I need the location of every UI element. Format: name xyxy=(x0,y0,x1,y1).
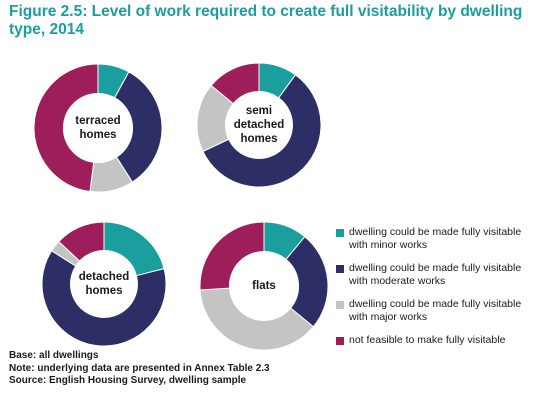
donut-segment-flats-not-feasible xyxy=(199,221,265,291)
donut-segment-semi-detached-moderate-works xyxy=(202,74,322,188)
donut-chart-flats xyxy=(199,221,329,351)
legend-label-moderate-works: dwelling could be made fully visitable w… xyxy=(349,262,522,287)
donut-segment-detached-minor-works xyxy=(103,221,165,277)
donut-segment-terraced-not-feasible xyxy=(33,63,99,193)
donut-chart-terraced xyxy=(33,63,163,193)
legend-label-not-feasible: not feasible to make fully visitable xyxy=(349,334,506,346)
note-base: Base: all dwellings xyxy=(9,350,99,361)
donut-segment-detached-moderate-works xyxy=(41,250,167,347)
donut-chart-detached xyxy=(41,221,167,347)
donut-segment-flats-major-works xyxy=(199,287,315,351)
legend-item-not-feasible: not feasible to make fully visitable xyxy=(336,334,536,347)
legend-swatch-major-works xyxy=(336,301,344,309)
legend-label-minor-works: dwelling could be made fully visitable w… xyxy=(349,226,522,251)
donut-segment-semi-detached-not-feasible xyxy=(210,62,260,105)
legend-item-moderate-works: dwelling could be made fully visitable w… xyxy=(336,262,536,288)
donut-chart-semi-detached xyxy=(196,62,322,188)
donut-label-semi-detached: semi detached homes xyxy=(233,105,285,145)
legend-swatch-moderate-works xyxy=(336,265,344,273)
legend-item-major-works: dwelling could be made fully visitable w… xyxy=(336,298,536,324)
figure-notes: Base: all dwellings Note: underlying dat… xyxy=(9,350,270,388)
note-source: Source: English Housing Survey, dwelling… xyxy=(9,375,247,386)
figure-title: Figure 2.5: Level of work required to cr… xyxy=(9,3,523,38)
donut-label-detached: detached homes xyxy=(78,271,130,297)
note-underlying-data: Note: underlying data are presented in A… xyxy=(9,362,270,374)
legend-swatch-minor-works xyxy=(336,229,344,237)
legend: dwelling could be made fully visitable w… xyxy=(336,226,536,357)
donut-segment-terraced-moderate-works xyxy=(113,71,163,183)
legend-label-major-works: dwelling could be made fully visitable w… xyxy=(349,298,522,323)
donut-segment-detached-not-feasible xyxy=(58,221,105,262)
donut-label-terraced: terraced homes xyxy=(75,115,121,141)
legend-swatch-not-feasible xyxy=(336,337,344,345)
legend-item-minor-works: dwelling could be made fully visitable w… xyxy=(336,226,536,252)
donut-label-flats: flats xyxy=(252,280,276,292)
